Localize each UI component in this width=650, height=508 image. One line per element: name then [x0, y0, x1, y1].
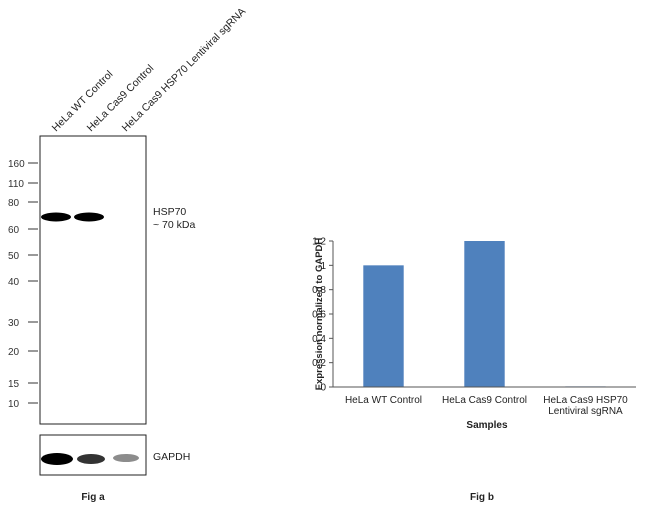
ladder-label-40: 40 — [8, 277, 20, 288]
hsp70-band-cas9 — [74, 212, 104, 222]
ladder-markers: 160 110 80 60 50 40 30 20 15 10 — [8, 159, 38, 410]
target-size-label: ~ 70 kDa — [153, 219, 195, 231]
western-blot-panel: HeLa WT Control HeLa Cas9 Control HeLa C… — [8, 6, 248, 503]
hsp70-band-wt — [41, 212, 71, 222]
y-tick-label: 0 — [320, 383, 326, 394]
ladder-label-15: 15 — [8, 379, 20, 390]
ladder-label-30: 30 — [8, 318, 20, 329]
ladder-label-110: 110 — [8, 179, 24, 190]
y-axis-ticks: 0 0.2 0.4 0.6 0.8 1 1.2 — [312, 237, 333, 394]
ladder-label-10: 10 — [8, 399, 20, 410]
x-tick-label: HeLa Cas9 Control — [442, 395, 527, 406]
gapdh-band-wt — [41, 453, 73, 465]
bars — [363, 241, 606, 387]
ladder-label-50: 50 — [8, 251, 20, 262]
ladder-label-60: 60 — [8, 225, 20, 236]
bar-chart-panel: 0 0.2 0.4 0.6 0.8 1 1.2 HeLa WT Control HeLa Ca… — [312, 237, 636, 503]
ladder-label-160: 160 — [8, 159, 25, 170]
x-tick-label: HeLa WT Control — [345, 395, 422, 406]
y-tick-label: 0.6 — [312, 310, 326, 321]
y-axis-title: Expression normalized to GAPDH — [314, 238, 325, 391]
gapdh-band-sgrna — [113, 454, 139, 462]
y-tick-label: 0.8 — [312, 285, 326, 296]
blot-membrane — [39, 135, 147, 425]
y-tick-label: 0.4 — [312, 334, 326, 345]
bar — [363, 265, 404, 387]
fig-a-caption: Fig a — [81, 492, 105, 503]
fig-b-caption: Fig b — [470, 492, 494, 503]
ladder-label-80: 80 — [8, 198, 20, 209]
lane-label-cas9: HeLa Cas9 Control — [85, 62, 157, 134]
x-tick-label: HeLa Cas9 HSP70 — [543, 395, 628, 406]
y-tick-label: 0.2 — [312, 358, 326, 369]
lane-label-sgrna: HeLa Cas9 HSP70 Lentiviral sgRNA — [120, 6, 249, 135]
gapdh-band-cas9 — [77, 454, 105, 464]
ladder-label-20: 20 — [8, 347, 20, 358]
y-tick-label: 1 — [320, 261, 326, 272]
loading-control-label: GAPDH — [153, 451, 190, 463]
x-axis-title: Samples — [466, 420, 508, 431]
lane-label-wt: HeLa WT Control — [50, 68, 116, 134]
x-tick-label: Lentiviral sgRNA — [548, 406, 623, 417]
x-axis-tick-labels: HeLa WT Control HeLa Cas9 Control HeLa Cas… — [345, 395, 628, 417]
y-tick-label: 1.2 — [312, 237, 326, 248]
target-protein-label: HSP70 — [153, 206, 186, 218]
bar — [464, 241, 505, 387]
